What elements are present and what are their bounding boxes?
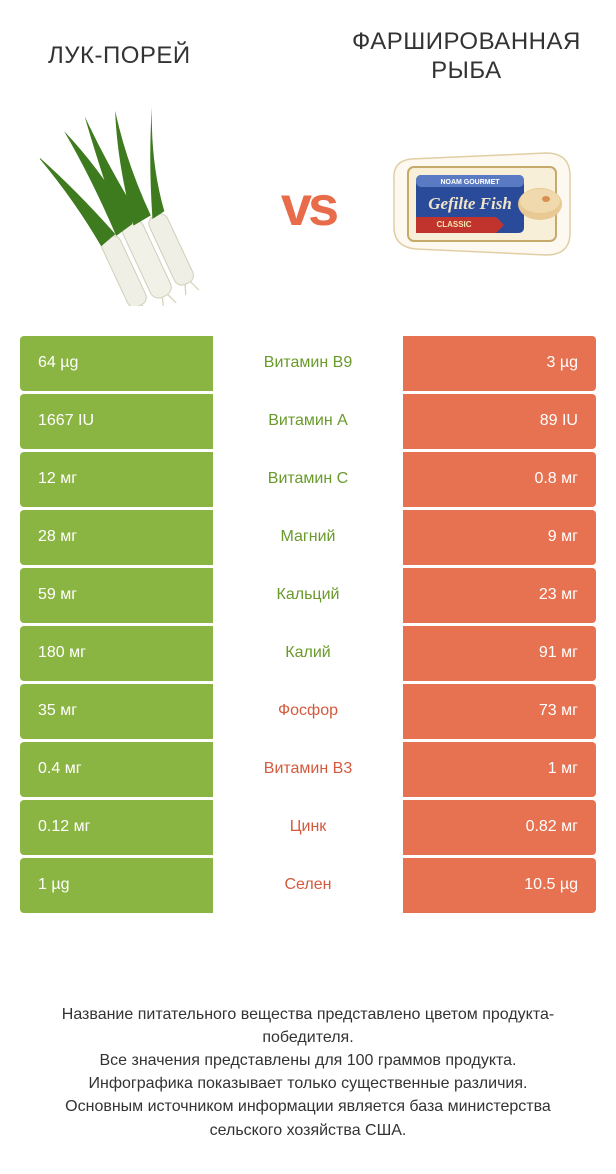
right-value: 9 мг bbox=[403, 510, 596, 565]
nutrient-label: Калий bbox=[213, 626, 403, 681]
title-right: ФАРШИРОВАННАЯ РЫБА bbox=[337, 28, 596, 86]
table-row: 0.12 мгЦинк0.82 мг bbox=[20, 800, 596, 855]
left-image bbox=[20, 106, 250, 306]
left-value: 28 мг bbox=[20, 510, 213, 565]
right-value: 0.8 мг bbox=[403, 452, 596, 507]
header: ЛУК-ПОРЕЙ ФАРШИРОВАННАЯ РЫБА bbox=[0, 0, 616, 96]
nutrient-label: Фосфор bbox=[213, 684, 403, 739]
vs-label: vs bbox=[281, 173, 335, 238]
table-row: 59 мгКальций23 мг bbox=[20, 568, 596, 623]
left-value: 1667 IU bbox=[20, 394, 213, 449]
right-value: 10.5 µg bbox=[403, 858, 596, 913]
infographic-container: ЛУК-ПОРЕЙ ФАРШИРОВАННАЯ РЫБА bbox=[0, 0, 616, 1142]
nutrient-label: Селен bbox=[213, 858, 403, 913]
table-row: 180 мгКалий91 мг bbox=[20, 626, 596, 681]
table-row: 1 µgСелен10.5 µg bbox=[20, 858, 596, 913]
footer-text: Название питательного вещества представл… bbox=[0, 1003, 616, 1142]
left-value: 12 мг bbox=[20, 452, 213, 507]
left-value: 35 мг bbox=[20, 684, 213, 739]
nutrient-label: Витамин C bbox=[213, 452, 403, 507]
left-value: 0.4 мг bbox=[20, 742, 213, 797]
nutrient-label: Витамин A bbox=[213, 394, 403, 449]
image-row: vs NOAM GOURMET Gefilte Fish CLASSIC bbox=[0, 96, 616, 336]
left-value: 1 µg bbox=[20, 858, 213, 913]
package-brand: NOAM GOURMET bbox=[440, 179, 500, 186]
footer-line-1: Название питательного вещества представл… bbox=[30, 1003, 586, 1049]
right-value: 3 µg bbox=[403, 336, 596, 391]
footer-line-2: Все значения представлены для 100 граммо… bbox=[30, 1049, 586, 1072]
right-image: NOAM GOURMET Gefilte Fish CLASSIC bbox=[366, 141, 596, 271]
package-name: Gefilte Fish bbox=[428, 194, 512, 213]
comparison-table: 64 µgВитамин B93 µg1667 IUВитамин A89 IU… bbox=[20, 336, 596, 913]
title-left: ЛУК-ПОРЕЙ bbox=[20, 42, 279, 71]
nutrient-label: Витамин B9 bbox=[213, 336, 403, 391]
right-value: 89 IU bbox=[403, 394, 596, 449]
footer-line-4: Основным источником информации является … bbox=[30, 1095, 586, 1141]
nutrient-label: Магний bbox=[213, 510, 403, 565]
leek-icon bbox=[40, 106, 230, 306]
package-sub: CLASSIC bbox=[436, 220, 471, 229]
table-row: 0.4 мгВитамин B31 мг bbox=[20, 742, 596, 797]
left-value: 59 мг bbox=[20, 568, 213, 623]
left-value: 180 мг bbox=[20, 626, 213, 681]
footer-line-3: Инфографика показывает только существенн… bbox=[30, 1072, 586, 1095]
left-value: 64 µg bbox=[20, 336, 213, 391]
nutrient-label: Кальций bbox=[213, 568, 403, 623]
table-row: 1667 IUВитамин A89 IU bbox=[20, 394, 596, 449]
right-value: 73 мг bbox=[403, 684, 596, 739]
right-value: 0.82 мг bbox=[403, 800, 596, 855]
table-row: 28 мгМагний9 мг bbox=[20, 510, 596, 565]
right-value: 91 мг bbox=[403, 626, 596, 681]
right-value: 23 мг bbox=[403, 568, 596, 623]
gefilte-fish-icon: NOAM GOURMET Gefilte Fish CLASSIC bbox=[386, 141, 576, 271]
left-value: 0.12 мг bbox=[20, 800, 213, 855]
table-row: 64 µgВитамин B93 µg bbox=[20, 336, 596, 391]
table-row: 12 мгВитамин C0.8 мг bbox=[20, 452, 596, 507]
nutrient-label: Цинк bbox=[213, 800, 403, 855]
nutrient-label: Витамин B3 bbox=[213, 742, 403, 797]
right-value: 1 мг bbox=[403, 742, 596, 797]
table-row: 35 мгФосфор73 мг bbox=[20, 684, 596, 739]
